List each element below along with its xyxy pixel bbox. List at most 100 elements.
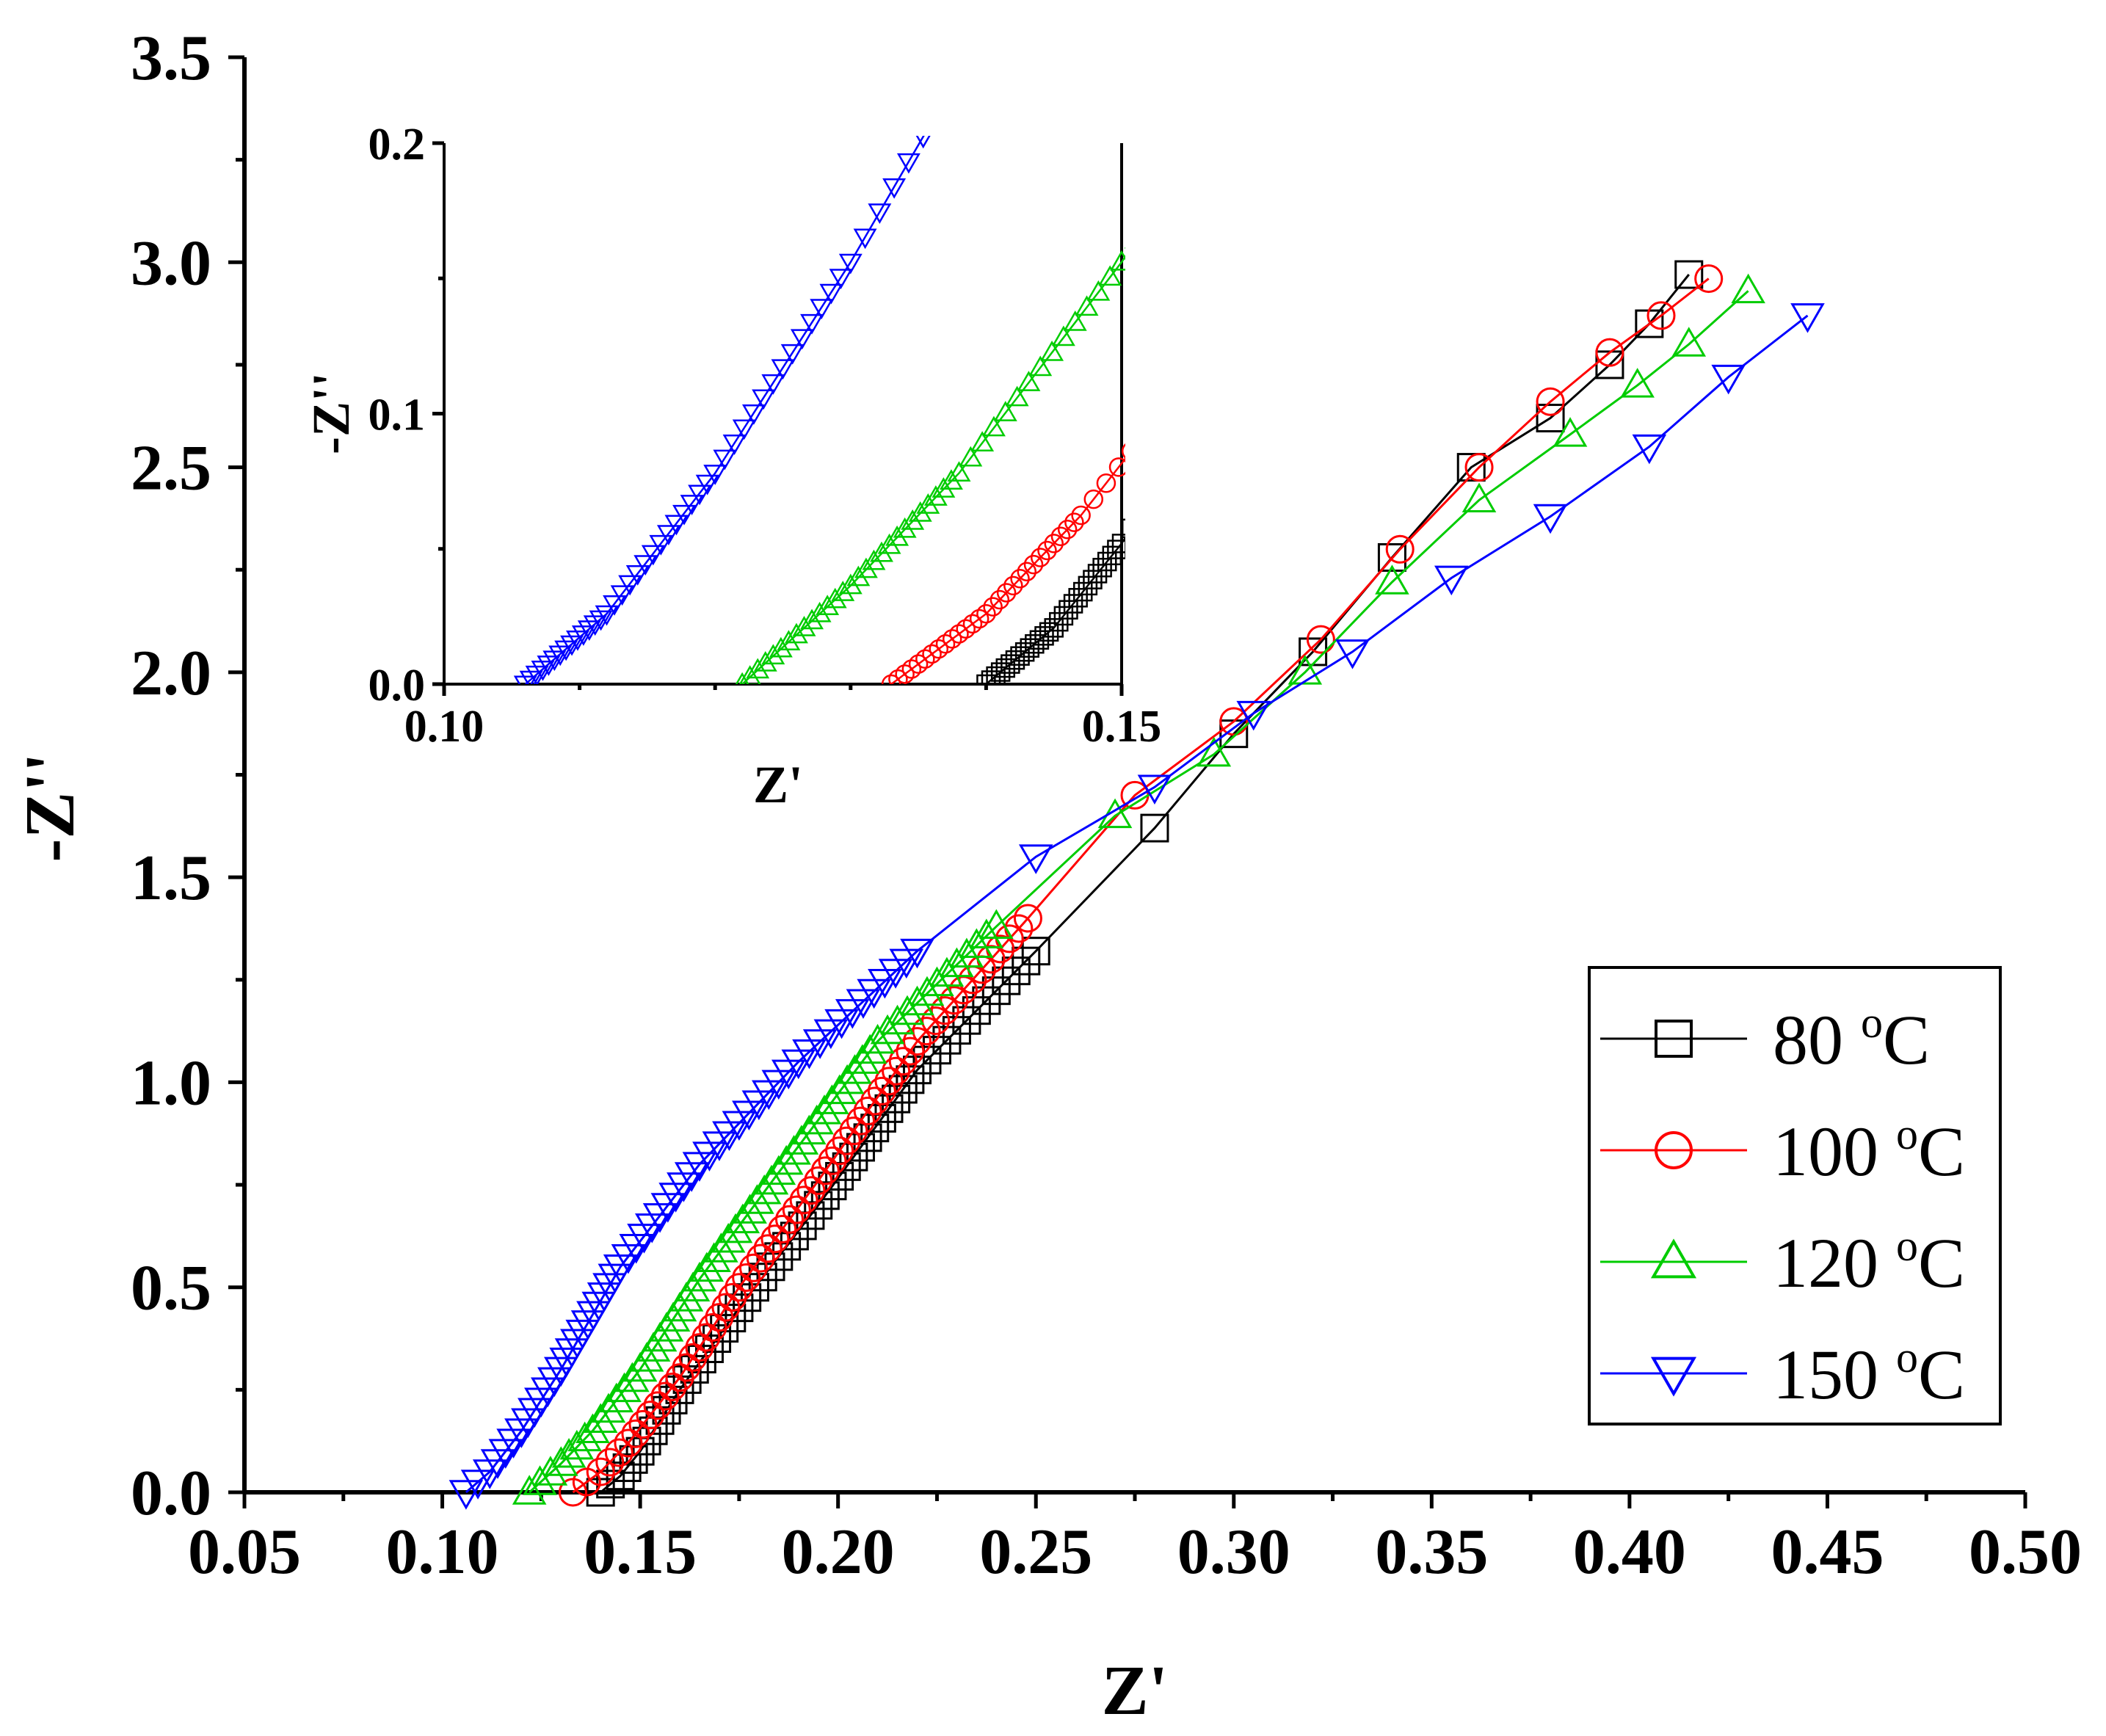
data-point <box>595 1448 625 1477</box>
inset-data-point <box>1121 518 1125 539</box>
inset-data-point <box>1263 304 1280 322</box>
data-point <box>698 1312 727 1342</box>
data-point <box>818 1146 847 1175</box>
inset-data-point <box>735 672 749 684</box>
data-point <box>702 1324 732 1354</box>
inset-data-point <box>633 555 658 576</box>
data-point <box>824 1009 859 1039</box>
main-x-tick-label: 0.45 <box>1771 1517 1884 1588</box>
main-y-tick-label: 2.0 <box>131 638 211 709</box>
data-point <box>1790 303 1825 333</box>
data-point <box>1456 453 1486 482</box>
main-x-tick-label: 0.40 <box>1573 1517 1686 1588</box>
data-point <box>888 1047 918 1076</box>
inset-data-point <box>1263 259 1280 277</box>
legend: 80 oC 100 oC 120 oC 150 oC <box>1588 966 2002 1426</box>
inset-data-point <box>1003 575 1023 596</box>
inset-data-point <box>560 635 584 656</box>
inset-data-point <box>1185 362 1203 379</box>
inset-data-point <box>589 610 613 631</box>
legend-item-150: 150 oC <box>1600 1333 1965 1414</box>
inset-data-point <box>1064 512 1084 532</box>
data-point <box>604 1438 633 1467</box>
data-point <box>753 1234 783 1263</box>
data-point <box>882 1056 911 1086</box>
inset-series-80 <box>976 183 1368 684</box>
inset-data-point <box>1249 281 1266 299</box>
data-point <box>852 1034 887 1064</box>
data-point <box>796 1201 825 1230</box>
data-point <box>1731 273 1765 304</box>
inset-data-point <box>1321 171 1338 189</box>
inset-data-point <box>976 603 996 624</box>
main-x-tick-label: 0.05 <box>188 1517 301 1588</box>
data-point <box>740 1184 774 1214</box>
data-point <box>559 1429 595 1460</box>
inset-data-point <box>1040 341 1064 361</box>
data-point <box>775 1205 805 1234</box>
data-point <box>512 1475 547 1505</box>
data-point <box>810 1156 840 1185</box>
inset-data-point <box>752 389 776 410</box>
inset-data-point <box>1249 324 1266 341</box>
data-point <box>472 1459 507 1489</box>
inset-data-point <box>1184 142 1205 159</box>
inset-data-point <box>1044 534 1064 553</box>
inset-data-point <box>761 374 785 395</box>
data-point <box>586 1457 615 1486</box>
data-point <box>868 969 902 999</box>
data-point <box>777 1135 811 1165</box>
data-point <box>733 1194 767 1224</box>
data-point <box>1632 434 1667 465</box>
data-point <box>725 1273 754 1302</box>
data-point <box>704 1232 738 1263</box>
main-y-tick-label: 1.0 <box>131 1047 211 1119</box>
data-point <box>1018 844 1053 874</box>
inset-data-point <box>1083 489 1104 509</box>
series-150 <box>449 303 1825 1510</box>
inset-data-point <box>969 609 990 629</box>
data-point <box>889 948 924 979</box>
data-point <box>718 1213 753 1243</box>
data-point <box>694 1334 724 1363</box>
inset-data-point <box>610 585 634 606</box>
data-point <box>738 1253 768 1282</box>
data-point <box>627 1224 661 1254</box>
main-x-tick-label: 0.15 <box>584 1517 697 1588</box>
data-point <box>1536 404 1565 433</box>
data-point <box>799 1104 834 1135</box>
inset-data-point <box>1051 325 1075 346</box>
inset-data-point <box>935 634 956 654</box>
series-line <box>529 290 1749 1494</box>
main-x-tick-label: 0.20 <box>782 1517 895 1588</box>
data-point <box>981 976 1011 1006</box>
inset-data-point <box>1086 280 1111 301</box>
data-point <box>488 1439 523 1469</box>
data-point <box>878 959 913 989</box>
inset-data-point <box>1037 540 1057 561</box>
inset-data-point <box>1107 540 1125 559</box>
inset-series-150 <box>513 136 931 684</box>
data-point <box>685 1333 714 1362</box>
data-point <box>1385 534 1415 564</box>
data-point <box>992 966 1021 995</box>
inset-data-point <box>1169 164 1190 181</box>
data-point <box>1694 264 1724 294</box>
inset-data-point <box>1190 414 1208 432</box>
data-point <box>902 1027 932 1056</box>
data-point <box>930 996 959 1025</box>
main-x-axis-title: Z' <box>1102 1651 1169 1729</box>
data-point <box>628 1409 658 1439</box>
inset-data-point <box>513 675 537 684</box>
data-point <box>846 989 881 1019</box>
inset-data-point <box>1071 505 1091 526</box>
inset-data-point <box>1350 183 1368 200</box>
inset-data-point <box>1017 562 1037 581</box>
legend-marker <box>1655 1020 1693 1058</box>
data-point <box>929 956 965 987</box>
inset-data-point <box>741 404 766 425</box>
data-point <box>642 1203 678 1233</box>
data-point <box>832 1126 861 1155</box>
inset-data-point <box>901 659 922 679</box>
